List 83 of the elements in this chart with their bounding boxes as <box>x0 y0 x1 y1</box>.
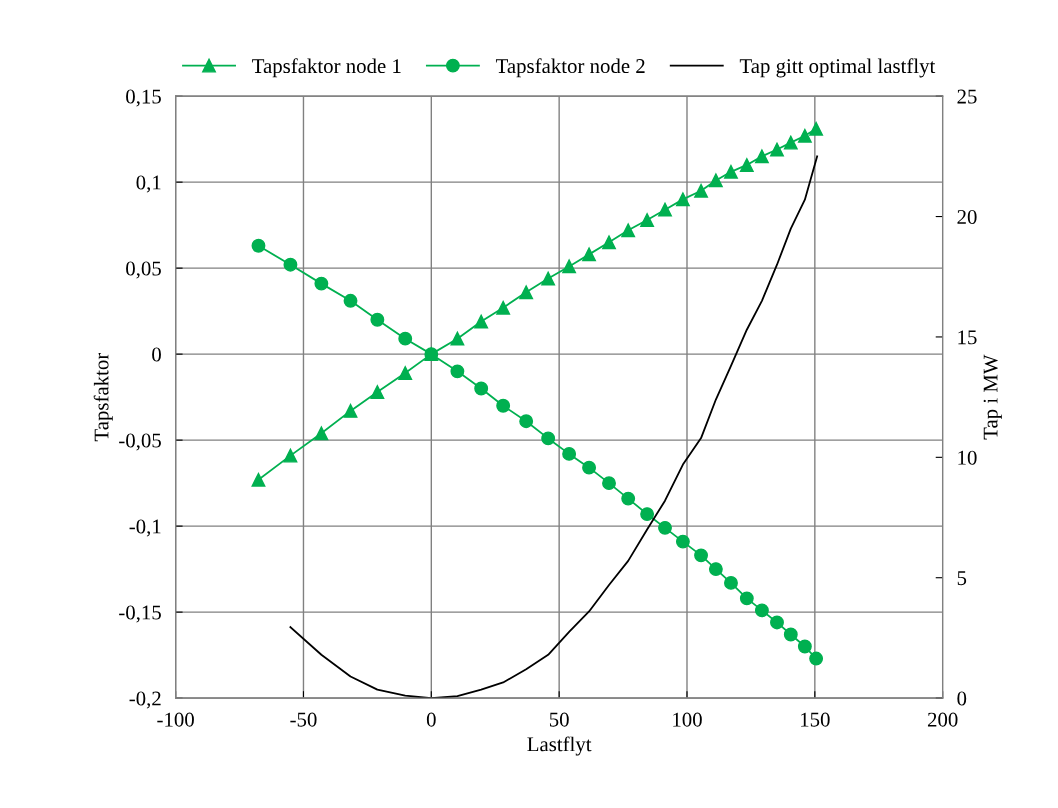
point <box>398 366 413 380</box>
x-tick-label: 100 <box>673 712 702 727</box>
y2-axis-title: Tap i MW <box>983 354 1002 440</box>
x-tick-label: 150 <box>801 712 830 727</box>
point <box>496 398 511 413</box>
y-tick-label: 0,1 <box>136 175 161 193</box>
point <box>783 627 798 642</box>
point <box>809 651 824 666</box>
legend-label: Tapsfaktor node 2 <box>495 58 645 78</box>
legend-label: Tapsfaktor node 1 <box>252 58 401 78</box>
y-tick-label: 0,05 <box>126 261 161 279</box>
point <box>562 446 577 461</box>
point <box>582 247 597 262</box>
point <box>640 507 655 522</box>
point <box>541 431 556 446</box>
point <box>754 149 769 164</box>
y-tick-label: -0,2 <box>129 691 161 709</box>
point <box>474 381 489 396</box>
y-tick-label: -0,15 <box>119 605 161 623</box>
point <box>251 472 266 487</box>
point <box>694 548 709 563</box>
x-tick-label: 50 <box>549 712 569 727</box>
point <box>283 448 298 463</box>
point <box>343 403 358 418</box>
y-tick-label: 0 <box>152 347 161 362</box>
point <box>450 331 465 346</box>
point <box>739 591 754 606</box>
point <box>783 135 798 150</box>
point <box>496 300 511 315</box>
x-tick-label: 0 <box>426 712 436 727</box>
point <box>314 426 329 441</box>
point <box>541 271 556 286</box>
point <box>640 213 655 227</box>
y2-tick-label: 5 <box>957 571 967 586</box>
point <box>314 276 329 291</box>
point <box>754 603 769 618</box>
point <box>582 460 597 475</box>
x-tick-label: -100 <box>157 712 194 727</box>
point <box>658 202 672 217</box>
y2-tick-label: 0 <box>957 691 967 706</box>
y-tick-label: -0,1 <box>129 519 161 537</box>
point <box>602 235 616 250</box>
point <box>694 183 709 198</box>
y-tick-label: -0,05 <box>119 433 161 451</box>
x-tick-label: -50 <box>290 712 317 727</box>
point <box>797 128 812 143</box>
y-tick-label: 0,15 <box>126 89 161 107</box>
point <box>675 534 690 549</box>
point <box>602 476 616 491</box>
point <box>519 414 534 429</box>
point <box>708 562 723 577</box>
point <box>519 285 534 300</box>
point <box>770 142 784 157</box>
point <box>450 364 465 379</box>
point <box>474 314 489 329</box>
x-tick-label: 200 <box>927 712 958 727</box>
point <box>658 520 672 535</box>
y2-tick-label: 10 <box>958 450 977 465</box>
line-series <box>289 155 819 699</box>
point <box>621 491 636 506</box>
y2-tick-label: 15 <box>958 330 977 345</box>
point <box>251 238 266 253</box>
point <box>283 257 298 272</box>
point <box>724 164 738 179</box>
point <box>675 192 690 207</box>
point <box>562 259 577 274</box>
point <box>809 121 824 136</box>
point <box>370 312 385 327</box>
point <box>398 331 413 346</box>
y2-tick-label: 25 <box>957 89 977 104</box>
point <box>770 615 784 630</box>
y2-tick-label: 20 <box>957 209 977 224</box>
y-axis-title: Tapsfaktor <box>93 352 113 442</box>
x-axis-title: Lastflyt <box>527 736 592 756</box>
point <box>370 385 385 399</box>
point <box>708 173 723 188</box>
point <box>797 639 812 654</box>
point <box>739 158 754 172</box>
point <box>343 293 358 308</box>
point <box>724 575 738 590</box>
point <box>424 347 439 362</box>
point <box>621 223 636 238</box>
legend-label: Tap gitt optimal lastflyt <box>739 58 936 78</box>
